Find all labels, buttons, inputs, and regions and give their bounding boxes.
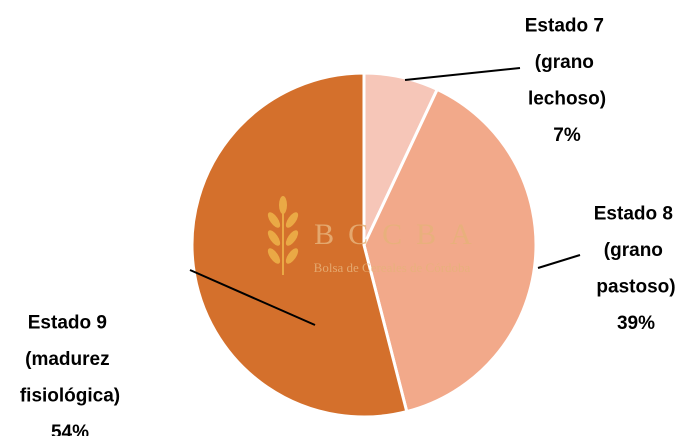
category-label: Estado 7 (grano lechoso) bbox=[525, 16, 609, 110]
category-label: Estado 8 (grano pastoso) bbox=[594, 204, 678, 298]
leader-line bbox=[189, 269, 316, 326]
pie-slice bbox=[190, 71, 409, 419]
category-label: Estado 9 (madurez fisiológica) bbox=[20, 313, 120, 407]
value-label: 54% bbox=[51, 422, 89, 436]
labels: Estado 7 (grano lechoso) 7% Estado 8 (gran… bbox=[20, 16, 678, 436]
leader-line bbox=[537, 254, 581, 269]
watermark-subtitle: Bolsa de Cereales de Córdoba bbox=[314, 260, 471, 275]
watermark-title: BCCBA bbox=[314, 218, 486, 251]
value-label: 7% bbox=[553, 125, 581, 146]
leader-line bbox=[404, 67, 521, 81]
pie bbox=[190, 71, 538, 419]
pie-slice bbox=[362, 87, 538, 414]
value-label: 39% bbox=[617, 313, 655, 334]
wheat-icon bbox=[267, 196, 299, 275]
watermark: BCCBA Bolsa de Cereales de Córdoba bbox=[267, 196, 486, 275]
